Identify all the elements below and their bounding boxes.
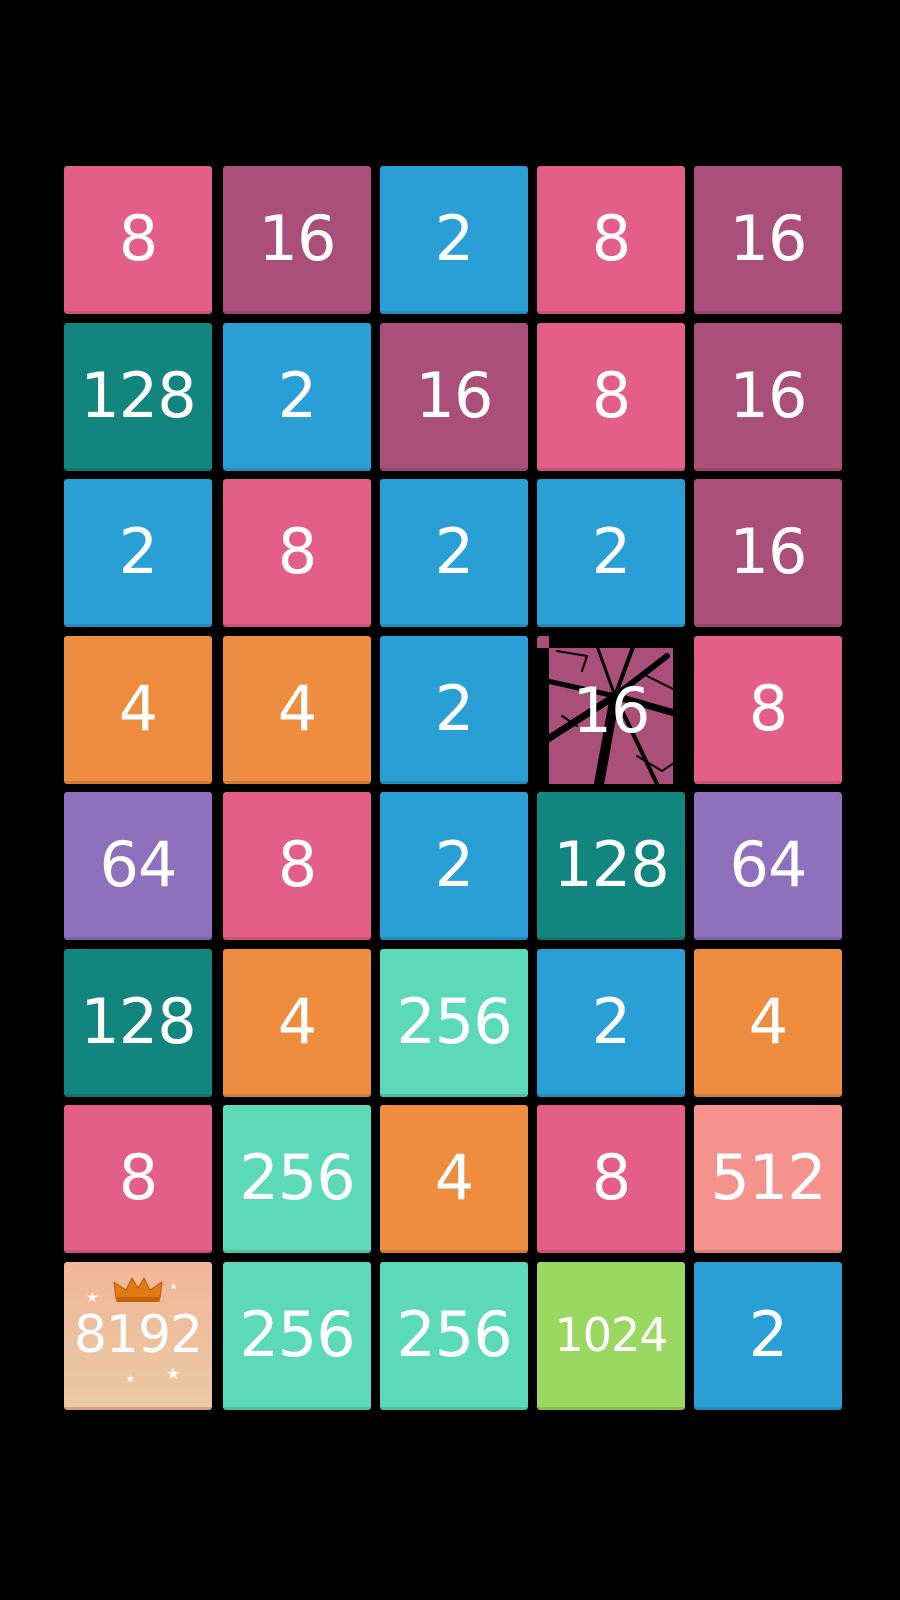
tile-value: 4	[277, 985, 317, 1058]
tile-value: 256	[396, 1298, 512, 1371]
tile-value: 16	[729, 515, 808, 588]
tile-value: 64	[729, 828, 808, 901]
tile-value: 2	[434, 828, 474, 901]
tile-2[interactable]: 2	[64, 479, 212, 627]
cracked-tile-16[interactable]: 16	[537, 636, 685, 784]
tile-value: 8	[591, 359, 631, 432]
tile-value: 256	[239, 1141, 355, 1214]
star-icon: ★	[86, 1290, 99, 1306]
tile-value: 2	[591, 985, 631, 1058]
tile-value: 8	[748, 672, 788, 745]
tile-256[interactable]: 256	[223, 1105, 371, 1253]
tile-value: 16	[258, 202, 337, 275]
tile-value: 4	[118, 672, 158, 745]
crack-icon	[537, 636, 685, 784]
tile-2[interactable]: 2	[380, 479, 528, 627]
tile-value: 8	[591, 202, 631, 275]
tile-16[interactable]: 16	[223, 166, 371, 314]
tile-value: 4	[748, 985, 788, 1058]
tile-value: 1024	[554, 1307, 668, 1362]
tile-16[interactable]: 16	[694, 166, 842, 314]
crown-icon	[113, 1276, 163, 1302]
tile-value: 8	[591, 1141, 631, 1214]
tile-8[interactable]: 8	[694, 636, 842, 784]
tile-4[interactable]: 4	[64, 636, 212, 784]
tile-8[interactable]: 8	[537, 1105, 685, 1253]
tile-8[interactable]: 8	[223, 792, 371, 940]
tile-value: 2	[434, 515, 474, 588]
tile-512[interactable]: 512	[694, 1105, 842, 1253]
tile-4[interactable]: 4	[223, 636, 371, 784]
tile-value: 128	[80, 359, 196, 432]
tile-8[interactable]: 8	[537, 323, 685, 471]
tile-value: 128	[553, 828, 669, 901]
tile-value: 64	[99, 828, 178, 901]
tile-value: 2	[748, 1298, 788, 1371]
tile-value: 512	[710, 1141, 826, 1214]
tile-value: 2	[591, 515, 631, 588]
tile-value: 16	[415, 359, 494, 432]
tile-value: 4	[277, 672, 317, 745]
tile-value: 8	[277, 515, 317, 588]
tile-256[interactable]: 256	[380, 1262, 528, 1410]
tile-64[interactable]: 64	[64, 792, 212, 940]
tile-8192[interactable]: 8192 ★ ★ ★ ★	[64, 1262, 212, 1410]
tile-4[interactable]: 4	[694, 949, 842, 1097]
tile-value: 2	[434, 202, 474, 275]
tile-value: 128	[80, 985, 196, 1058]
tile-2[interactable]: 2	[380, 792, 528, 940]
tile-8[interactable]: 8	[223, 479, 371, 627]
tile-64[interactable]: 64	[694, 792, 842, 940]
tile-value: 2	[277, 359, 317, 432]
tile-128[interactable]: 128	[537, 792, 685, 940]
tile-value: 16	[572, 673, 651, 747]
tile-8[interactable]: 8	[64, 166, 212, 314]
tile-value: 2	[434, 672, 474, 745]
tile-16[interactable]: 16	[380, 323, 528, 471]
tile-8[interactable]: 8	[64, 1105, 212, 1253]
tile-2[interactable]: 2	[537, 949, 685, 1097]
tile-value: 16	[729, 359, 808, 432]
tile-value: 256	[396, 985, 512, 1058]
tile-value: 16	[729, 202, 808, 275]
tile-4[interactable]: 4	[380, 1105, 528, 1253]
tile-value: 4	[434, 1141, 474, 1214]
tile-8[interactable]: 8	[537, 166, 685, 314]
tile-2[interactable]: 2	[380, 636, 528, 784]
tile-value: 2	[118, 515, 158, 588]
tile-value: 8	[118, 1141, 158, 1214]
tile-128[interactable]: 128	[64, 323, 212, 471]
tile-value: 8192	[73, 1304, 203, 1365]
tile-value: 256	[239, 1298, 355, 1371]
tile-128[interactable]: 128	[64, 949, 212, 1097]
tile-2[interactable]: 2	[694, 1262, 842, 1410]
star-icon: ★	[166, 1364, 181, 1383]
tile-2[interactable]: 2	[537, 479, 685, 627]
tile-4[interactable]: 4	[223, 949, 371, 1097]
tile-2[interactable]: 2	[223, 323, 371, 471]
star-icon: ★	[126, 1374, 135, 1385]
tile-value: 8	[277, 828, 317, 901]
tile-16[interactable]: 16	[694, 323, 842, 471]
tile-1024[interactable]: 1024	[537, 1262, 685, 1410]
star-icon: ★	[170, 1282, 178, 1291]
tile-value: 8	[118, 202, 158, 275]
tile-256[interactable]: 256	[380, 949, 528, 1097]
tile-2[interactable]: 2	[380, 166, 528, 314]
tile-16[interactable]: 16	[694, 479, 842, 627]
tile-256[interactable]: 256	[223, 1262, 371, 1410]
